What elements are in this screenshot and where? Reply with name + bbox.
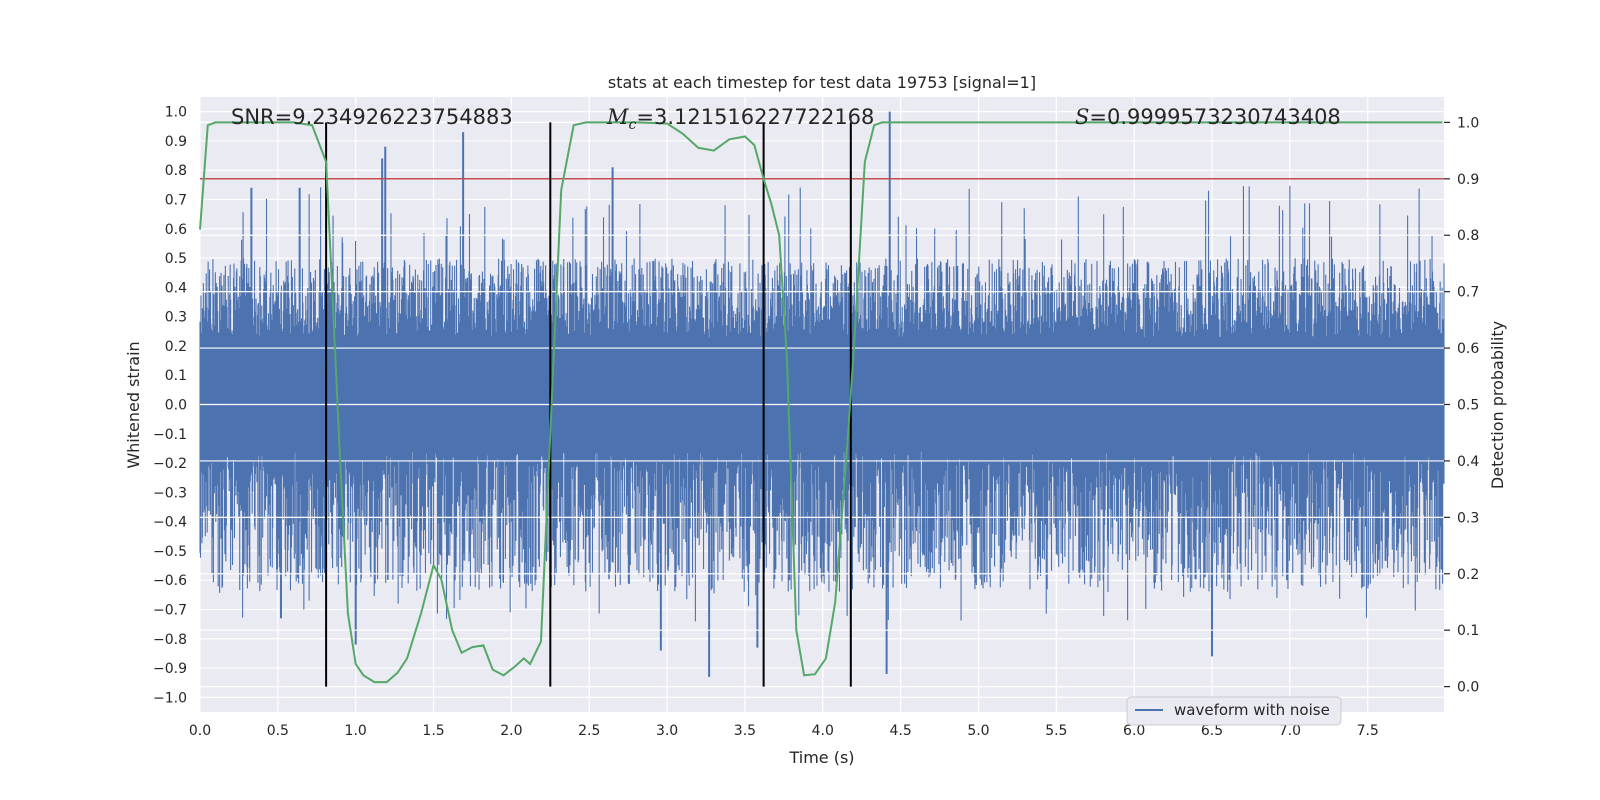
x-tick-label: 3.0 [656, 723, 678, 739]
x-tick-label: 4.5 [889, 723, 911, 739]
chirp-mass-value: =3.121516227722168 [636, 105, 874, 129]
y-tick-label: −0.3 [153, 485, 187, 501]
chart-title: stats at each timestep for test data 197… [608, 73, 1036, 92]
x-tick-label: 4.0 [812, 723, 834, 739]
snr-annotation: SNR=9.234926223754883 [231, 105, 513, 129]
y-tick-label: −0.5 [153, 544, 187, 560]
chirp-mass-subscript: c [629, 117, 637, 133]
y-tick-label: −1.0 [153, 690, 187, 706]
y2-axis-ticks: 1.0 0.9 0.8 0.7 0.6 0.5 0.4 0.3 0.2 0.1 0.0 [1444, 115, 1479, 695]
waveform-dense-band [200, 337, 1444, 451]
y-tick-label: −0.9 [153, 661, 187, 677]
significance-value: =0.9999573230743408 [1089, 105, 1340, 129]
y2-tick-label: 1.0 [1457, 115, 1479, 131]
y-axis-ticks: 1.0 0.9 0.8 0.7 0.6 0.5 0.4 0.3 0.2 0.1 0.0 −0.1 −0.… [153, 105, 187, 707]
y2-tick-label: 0.2 [1457, 567, 1479, 583]
y-tick-label: 0.7 [165, 193, 187, 209]
y-tick-label: 0.4 [165, 280, 187, 296]
y2-axis-title: Detection probability [1488, 321, 1507, 489]
chirp-mass-annotation: Mc=3.121516227722168 [606, 105, 874, 133]
y-tick-label: −0.1 [153, 427, 187, 443]
y-tick-label: −0.4 [153, 515, 187, 531]
y2-tick-label: 0.7 [1457, 285, 1479, 301]
y-tick-label: 0.9 [165, 134, 187, 150]
y2-tick-label: 0.3 [1457, 510, 1479, 526]
y-tick-label: 0.6 [165, 222, 187, 238]
x-tick-label: 0.5 [267, 723, 289, 739]
x-tick-label: 7.5 [1357, 723, 1379, 739]
detection-chart: 0.0 0.5 1.0 1.5 2.0 2.5 3.0 3.5 4.0 4.5 5.0 5.5 6.0 6… [0, 0, 1600, 800]
y-tick-label: −0.2 [153, 456, 187, 472]
y-tick-label: 0.1 [165, 368, 187, 384]
x-tick-label: 5.5 [1045, 723, 1067, 739]
significance-symbol: S [1075, 105, 1089, 129]
x-axis-title: Time (s) [788, 748, 854, 767]
y-tick-label: 0.3 [165, 310, 187, 326]
x-tick-label: 0.0 [189, 723, 211, 739]
x-tick-label: 1.0 [345, 723, 367, 739]
y-tick-label: 0.2 [165, 339, 187, 355]
y-tick-label: 0.0 [165, 398, 187, 414]
y-tick-label: 0.8 [165, 163, 187, 179]
y2-tick-label: 0.0 [1457, 680, 1479, 696]
chirp-mass-symbol: M [606, 105, 629, 129]
x-tick-label: 5.0 [967, 723, 989, 739]
y-tick-label: −0.7 [153, 603, 187, 619]
significance-annotation: S=0.9999573230743408 [1075, 105, 1341, 129]
y2-tick-label: 0.5 [1457, 398, 1479, 414]
y-axis-title: Whitened strain [124, 341, 143, 468]
y-tick-label: 1.0 [165, 105, 187, 121]
x-tick-label: 1.5 [422, 723, 444, 739]
y2-tick-label: 0.4 [1457, 454, 1479, 470]
y2-tick-label: 0.1 [1457, 623, 1479, 639]
legend: waveform with noise [1127, 697, 1341, 725]
y-tick-label: −0.6 [153, 573, 187, 589]
legend-label: waveform with noise [1174, 701, 1330, 719]
x-tick-label: 2.0 [500, 723, 522, 739]
x-tick-label: 3.5 [734, 723, 756, 739]
y2-tick-label: 0.6 [1457, 341, 1479, 357]
y-tick-label: −0.8 [153, 632, 187, 648]
y2-tick-label: 0.9 [1457, 172, 1479, 188]
y-tick-label: 0.5 [165, 251, 187, 267]
x-tick-label: 2.5 [578, 723, 600, 739]
y2-tick-label: 0.8 [1457, 228, 1479, 244]
